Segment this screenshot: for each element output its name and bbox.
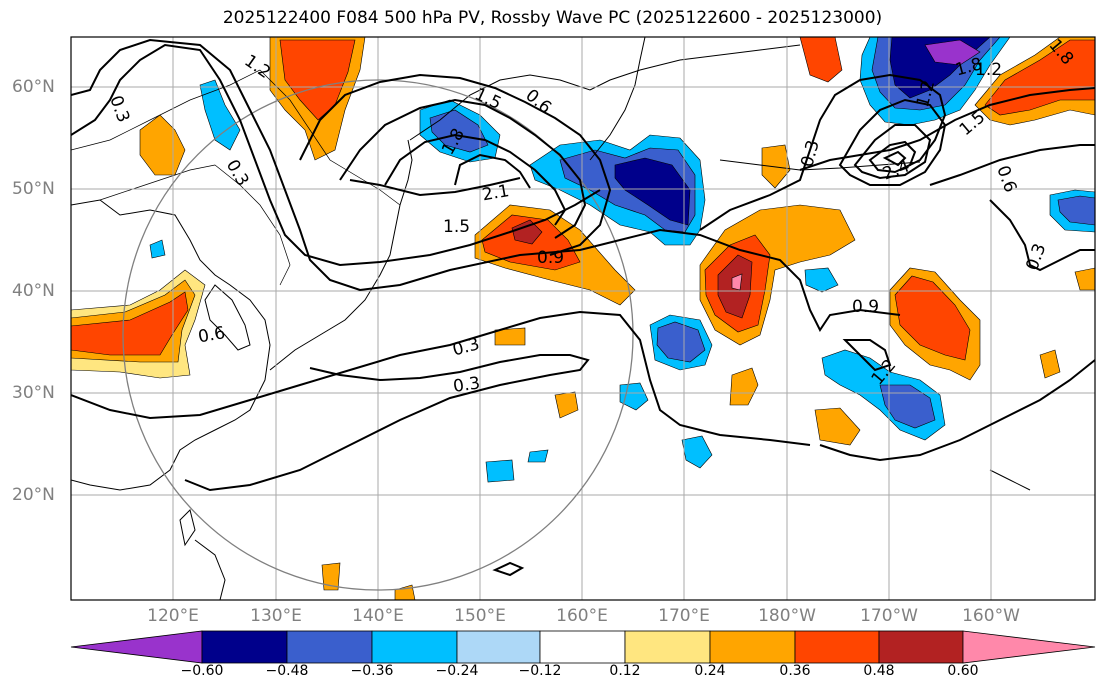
colorbar-swatch	[539, 630, 626, 664]
latitude-label: 60°N	[12, 77, 55, 97]
anomaly-neg-sea-of-okhotsk-max	[614, 157, 691, 226]
colorbar-tick-label: 0.12	[609, 663, 641, 679]
latitude-label: 40°N	[12, 281, 55, 301]
colorbar-swatch	[456, 630, 541, 664]
longitude-label: 130°E	[250, 606, 302, 626]
anomaly-neg-north-1-core	[429, 109, 489, 153]
aleutian-islands	[719, 159, 921, 171]
anomaly-neg-northpacific-max	[924, 39, 981, 66]
colorbar-tick-label: −0.12	[518, 663, 562, 679]
longitude-label: 170°E	[658, 606, 710, 626]
taiwan	[179, 509, 196, 547]
chart-title: 2025122400 F084 500 hPa PV, Rossby Wave …	[222, 8, 883, 28]
anomaly-pos-small-10	[1074, 267, 1095, 291]
contour-label: 0.3	[452, 373, 482, 397]
kamchatka	[589, 37, 646, 161]
anomaly-neg-north-2	[199, 79, 241, 151]
colorbar-swatch	[201, 630, 288, 664]
colorbar-extend-min	[70, 630, 203, 664]
colorbar-tick-label: −0.36	[350, 663, 394, 679]
anomaly-pos-small-1	[139, 114, 186, 176]
latitude-label: 30°N	[12, 383, 55, 403]
asia-coastline	[71, 199, 271, 491]
anomaly-pos-japan-east-max	[511, 219, 543, 245]
contour-label: 1.5	[443, 217, 470, 237]
colorbar-swatch	[624, 630, 711, 664]
anomaly-neg-small-5	[527, 449, 549, 463]
longitude-label: 170°W	[860, 606, 918, 626]
longitude-label: 180°W	[758, 606, 816, 626]
reference-circle	[122, 79, 634, 591]
colorbar-tick-label: 0.60	[947, 663, 979, 679]
contour-label: 0.6	[197, 323, 227, 347]
latitude-label: 20°N	[12, 485, 55, 505]
anomaly-neg-east-core	[879, 384, 936, 429]
colorbar-swatch	[371, 630, 458, 664]
colorbar-tick-label: −0.60	[180, 663, 224, 679]
colorbar-swatch	[709, 630, 796, 664]
anomaly-neg-small-7	[149, 239, 166, 259]
anomaly-pos-small-4	[729, 367, 759, 406]
korea-peninsula	[204, 284, 251, 351]
contour-label: 0.9	[852, 297, 879, 317]
philippines	[194, 539, 226, 600]
colorbar-tick-label: 0.36	[779, 663, 811, 679]
longitude-label: 120°E	[147, 606, 199, 626]
longitude-label: 140°E	[352, 606, 404, 626]
map-area: 1.2 0.6 1.5 1.8 2.1 1.5 0.9 0.3 0.3 0.6 …	[71, 37, 1095, 600]
hawaii	[989, 469, 1031, 491]
anomaly-pos-north-pacific	[799, 37, 843, 83]
anomaly-pos-dateline-max	[731, 273, 743, 291]
anomaly-neg-small-4	[485, 459, 515, 483]
colorbar-tick-label: 0.48	[863, 663, 895, 679]
japan-islands	[269, 139, 413, 371]
colorbar-swatch	[286, 630, 373, 664]
colorbar-tick-label: 0.24	[694, 663, 726, 679]
negative-anomalies	[149, 37, 1095, 483]
anomaly-pos-small-5	[814, 407, 861, 446]
anomaly-pos-small-3	[494, 327, 526, 346]
pv-contours	[71, 38, 1095, 577]
anomaly-pos-small-7	[1039, 349, 1061, 379]
latitude-label: 50°N	[12, 179, 55, 199]
colorbar-tick-label: −0.24	[435, 663, 479, 679]
colorbar-swatch	[878, 630, 964, 664]
contour-label: 0.9	[537, 248, 564, 268]
anomaly-neg-small-1	[804, 267, 839, 293]
map-frame	[70, 36, 1096, 601]
longitude-label: 160°W	[962, 606, 1020, 626]
anomaly-neg-midpacific-core	[656, 321, 706, 363]
anomaly-pos-west-inner	[71, 291, 189, 356]
colorbar-swatch	[794, 630, 880, 664]
anomaly-neg-small-3	[681, 435, 713, 469]
longitude-label: 160°E	[556, 606, 608, 626]
gridlines	[71, 37, 1095, 600]
colorbar-extend-max	[962, 630, 1096, 664]
anomaly-pos-northeast-core	[984, 39, 1095, 116]
anomaly-pos-central-pacific-core	[894, 275, 971, 361]
contour-label: 1.2	[975, 60, 1002, 80]
country-borders	[71, 69, 401, 286]
anomaly-neg-small-6-core	[1057, 195, 1095, 226]
colorbar	[70, 630, 1096, 664]
siberia-coast	[409, 44, 801, 141]
contour-label: 2.1	[481, 181, 511, 205]
longitude-label: 150°E	[454, 606, 506, 626]
anomaly-pos-small-8	[321, 562, 341, 591]
coastlines	[71, 37, 1031, 600]
colorbar-tick-label: −0.48	[265, 663, 309, 679]
